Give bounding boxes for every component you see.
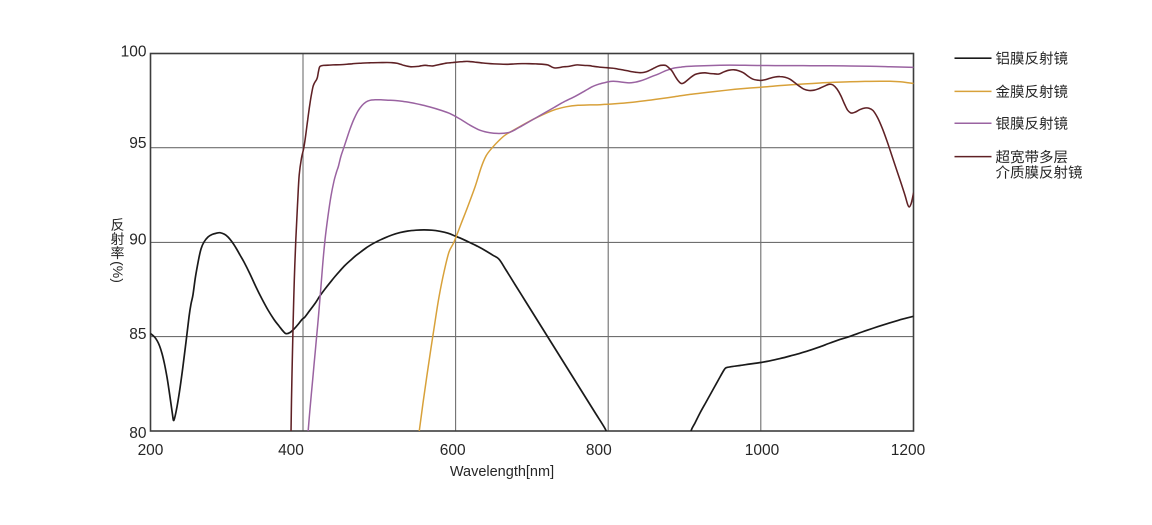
svg-text:800: 800 (586, 442, 612, 459)
svg-text:80: 80 (129, 425, 147, 442)
svg-text:600: 600 (440, 442, 466, 459)
svg-text:85: 85 (129, 326, 146, 343)
svg-text:1200: 1200 (891, 442, 926, 459)
svg-text:95: 95 (129, 135, 146, 152)
svg-text:400: 400 (278, 442, 304, 459)
svg-text:100: 100 (121, 44, 147, 61)
svg-text:90: 90 (129, 232, 147, 249)
svg-text:1000: 1000 (745, 442, 780, 459)
svg-text:Wavelength[nm]: Wavelength[nm] (450, 464, 554, 480)
svg-text:200: 200 (138, 442, 164, 459)
svg-text:(%): (%) (110, 261, 126, 283)
